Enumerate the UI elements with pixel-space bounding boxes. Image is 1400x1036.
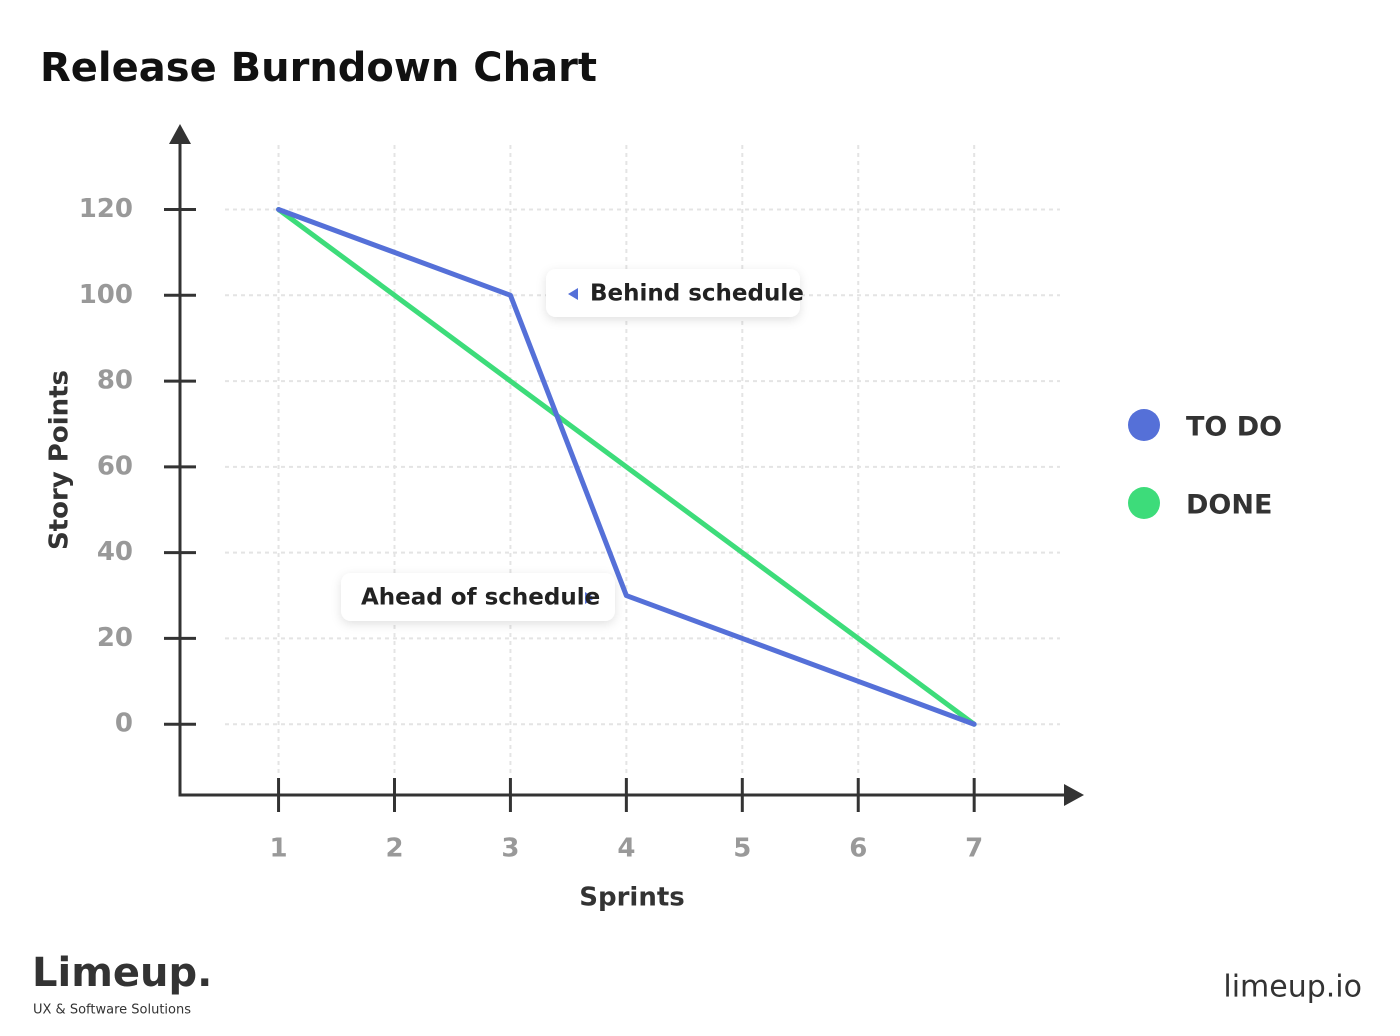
y-tick-label: 0 (115, 709, 133, 739)
series-line (276, 206, 977, 727)
annotation-text: Behind schedule (590, 281, 804, 307)
annotation-arrow (568, 288, 578, 300)
annotation-box (546, 269, 800, 317)
legend-label: DONE (1186, 490, 1272, 521)
annotation: Behind schedule (546, 269, 804, 317)
y-tick-label: 20 (97, 623, 133, 653)
chart-title: Release Burndown Chart (40, 45, 597, 91)
x-axis-arrow (1064, 784, 1084, 806)
legend-label: TO DO (1186, 412, 1282, 443)
annotation-text: Ahead of schedule (361, 585, 600, 611)
annotation-arrow (585, 592, 595, 604)
x-tick-label: 5 (733, 834, 751, 864)
y-tick-label: 120 (79, 194, 133, 224)
legend-marker (1128, 487, 1160, 519)
y-tick-label: 100 (79, 280, 133, 310)
x-tick-label: 2 (385, 834, 403, 864)
x-axis-label: Sprints (579, 883, 685, 913)
x-tick-label: 4 (617, 834, 635, 864)
y-tick-label: 40 (97, 537, 133, 567)
y-tick-label: 80 (97, 366, 133, 396)
y-tick-label: 60 (97, 451, 133, 481)
logo: Limeup. (32, 950, 212, 996)
x-tick-label: 6 (849, 834, 867, 864)
y-axis-label: Story Points (45, 370, 75, 550)
y-axis-arrow (169, 124, 191, 144)
annotation-box (341, 573, 615, 621)
x-tick-label: 7 (965, 834, 983, 864)
x-tick-label: 3 (501, 834, 519, 864)
tagline: UX & Software Solutions (33, 1003, 191, 1018)
site-url: limeup.io (1223, 970, 1362, 1005)
x-tick-label: 1 (270, 834, 288, 864)
series-line (276, 206, 977, 727)
annotation: Ahead of schedule (341, 573, 615, 621)
legend-marker (1128, 409, 1160, 441)
